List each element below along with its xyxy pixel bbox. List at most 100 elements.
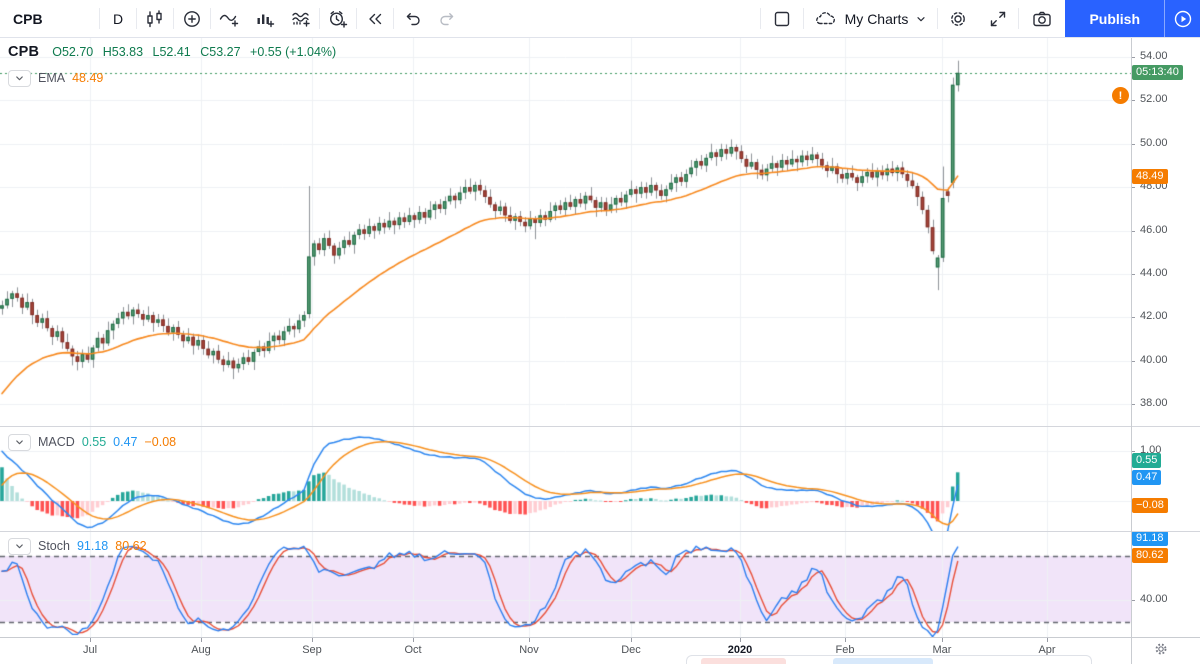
multichart-layout-button[interactable] — [761, 0, 803, 37]
fullscreen-button[interactable] — [978, 0, 1018, 37]
top-toolbar: CPB D — [0, 0, 1200, 38]
toolbar-divider — [173, 8, 175, 29]
legend-high: H53.83 — [102, 45, 144, 59]
chart-style-button[interactable] — [137, 0, 173, 37]
undo-button[interactable] — [394, 0, 430, 37]
publish-button[interactable]: Publish — [1065, 0, 1164, 37]
snapshot-button[interactable] — [1019, 0, 1065, 37]
ema-legend-value: 48.49 — [72, 71, 104, 85]
gear-icon — [951, 11, 966, 26]
time-tick-dash — [845, 638, 846, 642]
chart-settings-button[interactable] — [938, 0, 978, 37]
time-axis-label: Dec — [621, 644, 641, 656]
legend-symbol[interactable]: CPB — [8, 44, 40, 60]
time-axis-label: Jul — [82, 644, 98, 656]
legend-open: O52.70 — [52, 45, 94, 59]
price-tick-label: 50.00 — [1140, 137, 1168, 149]
stoch-legend: Stoch 91.18 80.62 — [8, 538, 147, 555]
redo-arrow-icon — [440, 12, 454, 25]
axis-tick-dash — [1131, 231, 1135, 232]
time-axis-label: Mar — [932, 644, 952, 656]
pane-separator[interactable] — [0, 426, 1200, 427]
publish-menu-button[interactable] — [1164, 0, 1200, 37]
bottom-toast[interactable] — [686, 655, 1092, 664]
indicator-templates-button[interactable] — [283, 0, 319, 37]
time-axis-label: Oct — [404, 644, 422, 656]
time-tick-dash — [413, 638, 414, 642]
price-tick-label: 46.00 — [1140, 224, 1168, 236]
time-tick-dash — [201, 638, 202, 642]
symbol-button[interactable]: CPB — [13, 10, 43, 27]
macd-signal-value: −0.08 — [144, 435, 177, 449]
my-charts-button[interactable]: My Charts — [804, 0, 938, 37]
macd-legend-label[interactable]: MACD — [38, 435, 75, 449]
stoch-legend-label[interactable]: Stoch — [38, 539, 70, 553]
price-tick-label: 52.00 — [1140, 93, 1168, 105]
time-axis-label: Feb — [835, 644, 855, 656]
axis-tick-dash — [1131, 361, 1135, 362]
time-axis-label: Apr — [1038, 644, 1056, 656]
toolbar-divider — [393, 8, 395, 29]
ema-price-badge: 48.49 — [1132, 169, 1168, 184]
fundamentals-button[interactable] — [247, 0, 283, 37]
toast-segment-pink — [701, 658, 786, 664]
ema-collapse-button[interactable] — [8, 70, 31, 87]
chart-area: CPB O52.70 H53.83 L52.41 C53.27 +0.55 (+… — [0, 38, 1131, 638]
time-tick-dash — [1047, 638, 1048, 642]
indicators-button[interactable] — [211, 0, 247, 37]
camera-icon — [1033, 11, 1052, 26]
time-tick-dash — [740, 638, 741, 642]
axis-tick-dash — [1131, 317, 1135, 318]
macd-pane-canvas[interactable] — [0, 427, 1131, 531]
price-pane: CPB O52.70 H53.83 L52.41 C53.27 +0.55 (+… — [0, 38, 1131, 426]
toolbar-divider — [1018, 8, 1020, 29]
stoch-pane-canvas[interactable] — [0, 532, 1131, 637]
time-axis-label: 2020 — [727, 644, 753, 656]
interval-button[interactable]: D — [113, 10, 124, 27]
toolbar-divider — [210, 8, 212, 29]
data-warning-icon[interactable]: ! — [1112, 87, 1129, 104]
stoch-pane: Stoch 91.18 80.62 — [0, 532, 1131, 637]
macd-hist-value: 0.55 — [81, 435, 107, 449]
axis-tick-dash — [1131, 404, 1135, 405]
bar-replay-button[interactable] — [357, 0, 393, 37]
compare-button[interactable] — [174, 0, 210, 37]
price-axis[interactable]: 05:13:40 48.49 0.55 0.47 −0.08 91.18 80.… — [1131, 38, 1200, 638]
macd-legend: MACD 0.55 0.47 −0.08 — [8, 434, 176, 451]
play-circle-icon — [1174, 10, 1191, 27]
toolbar-divider — [99, 8, 100, 29]
time-tick-dash — [90, 638, 91, 642]
macd-line-badge: 0.47 — [1132, 470, 1162, 485]
publish-label: Publish — [1089, 10, 1140, 27]
price-pane-canvas[interactable] — [0, 38, 1131, 426]
axis-tick-dash — [1131, 144, 1135, 145]
bars-plus-icon — [257, 14, 275, 27]
rewind-icon — [369, 13, 382, 24]
undo-arrow-icon — [406, 12, 420, 25]
ema-legend-label[interactable]: EMA — [38, 71, 66, 85]
stoch-d-value: 80.62 — [115, 539, 147, 553]
price-tick-label: 38.00 — [1140, 397, 1168, 409]
toolbar-right-group: My Charts — [759, 0, 1200, 37]
axis-tick-dash — [1131, 274, 1135, 275]
time-tick-dash — [312, 638, 313, 642]
axis-tick-dash — [1131, 187, 1135, 188]
stoch-collapse-button[interactable] — [8, 538, 31, 555]
macd-signal-badge: −0.08 — [1132, 498, 1168, 513]
alert-button[interactable] — [320, 0, 356, 37]
time-axis-label: Nov — [519, 644, 539, 656]
axis-border — [1131, 38, 1132, 664]
time-axis-label: Sep — [302, 644, 322, 656]
redo-button[interactable] — [430, 0, 466, 37]
axis-tick-dash — [1131, 100, 1135, 101]
price-tick-label: 40.00 — [1140, 593, 1168, 605]
indicator-line-plus-icon — [219, 14, 239, 27]
toolbar-divider — [356, 8, 358, 29]
toolbar-divider — [319, 8, 321, 29]
axis-settings-gear-icon[interactable] — [1153, 641, 1169, 657]
pane-separator[interactable] — [0, 531, 1200, 532]
chevron-down-icon — [16, 544, 23, 549]
macd-collapse-button[interactable] — [8, 434, 31, 451]
stoch-d-badge: 80.62 — [1132, 548, 1168, 563]
